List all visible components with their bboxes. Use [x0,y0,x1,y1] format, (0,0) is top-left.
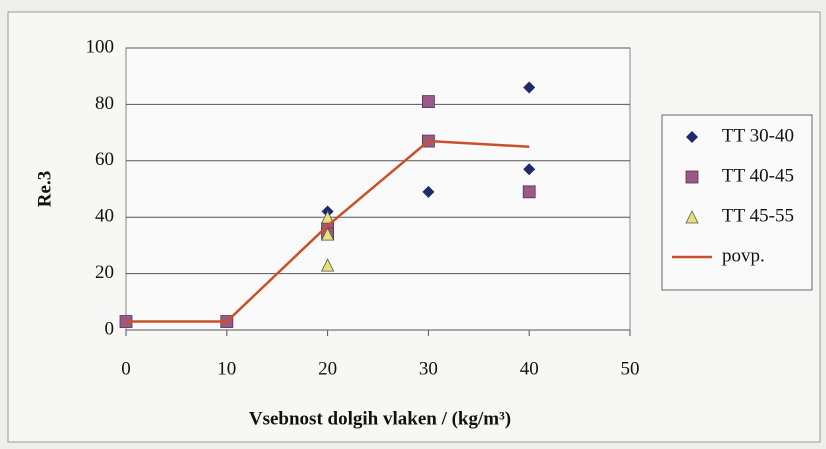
point [523,163,536,176]
x-tick-label: 10 [217,358,236,379]
average-line [126,139,530,323]
legend-label: TT 45-55 [722,205,794,226]
legend-swatch [686,131,698,143]
legend-label: TT 40-45 [722,165,794,186]
y-tick-label: 100 [86,36,115,57]
point [522,185,536,199]
y-tick-label: 60 [95,149,114,170]
legend-swatch [685,170,699,184]
y-tick-label: 80 [95,93,114,114]
x-tick-label: 30 [419,358,438,379]
legend-box [661,114,813,291]
y-tick-label: 0 [105,318,115,339]
x-tick-label: 20 [318,358,337,379]
plot-area [125,47,631,331]
y-axis-label: Re.3 [34,171,55,207]
point [523,81,536,94]
x-tick-label: 40 [520,358,539,379]
point [422,185,435,198]
point [320,227,335,241]
point [421,95,435,108]
legend-label: TT 30-40 [722,125,794,146]
x-axis-label: Vsebnost dolgih vlaken / (kg/m³) [249,408,511,429]
legend-swatch [685,210,699,224]
point [320,258,335,272]
point [320,210,335,224]
y-tick-label: 20 [95,262,114,283]
x-tick-label: 0 [121,358,131,379]
legend-label: povp. [722,245,765,266]
y-tick-label: 40 [95,206,114,227]
x-tick-label: 50 [621,358,640,379]
